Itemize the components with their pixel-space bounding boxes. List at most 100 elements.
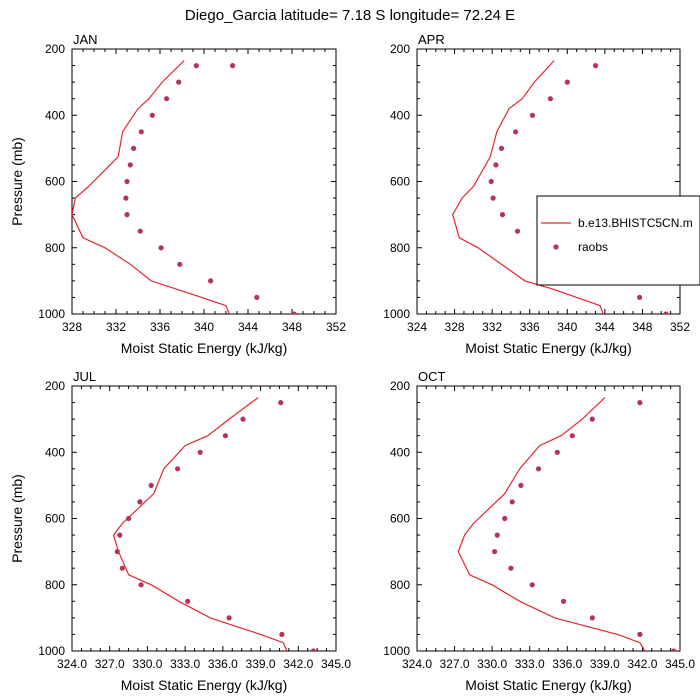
x-tick-label: 345.0 — [321, 657, 351, 671]
x-tick-label: 333.0 — [170, 657, 200, 671]
raobs-point — [278, 400, 284, 406]
raobs-point — [158, 245, 164, 251]
raobs-point — [117, 532, 123, 538]
legend-entry-model: b.e13.BHISTC5CN.m — [578, 216, 693, 230]
raobs-point — [589, 416, 595, 422]
raobs-point — [518, 482, 524, 488]
y-tick-label: 1000 — [383, 307, 410, 321]
panel-label: OCT — [418, 369, 446, 384]
raobs-point — [513, 129, 519, 135]
model-line — [72, 60, 230, 314]
x-tick-label: 336 — [520, 320, 540, 334]
y-tick-label: 200 — [45, 379, 65, 393]
raobs-point — [240, 416, 246, 422]
raobs-point — [138, 129, 144, 135]
raobs-point — [197, 449, 203, 455]
raobs-point — [279, 631, 285, 638]
panel-jan: 328 332 336 340 344 348 352 200 400 600 800 1000 JAN… — [9, 32, 346, 356]
raobs-point — [564, 79, 570, 85]
panels: 328 332 336 340 344 348 352 200 400 600 800 1000 JAN… — [9, 32, 700, 693]
x-tick-label: 340 — [557, 320, 577, 334]
x-axis-label: Moist Static Energy (kJ/kg) — [121, 677, 288, 693]
raobs-point — [124, 178, 130, 185]
raobs-point — [498, 145, 505, 151]
model-line — [112, 397, 288, 651]
x-tick-label: 324 — [407, 320, 427, 334]
raobs-point — [149, 112, 155, 118]
legend: b.e13.BHISTC5CN.m raobs — [536, 195, 700, 286]
raobs-point — [637, 400, 643, 406]
raobs-point — [671, 648, 677, 651]
panel-label: JUL — [73, 369, 96, 384]
y-tick-label: 200 — [45, 42, 65, 56]
x-axis-label: Moist Static Energy (kJ/kg) — [121, 340, 288, 356]
raobs-point — [208, 278, 214, 284]
raobs-point — [114, 549, 120, 555]
x-tick-label: 330.0 — [477, 657, 507, 671]
raobs-point — [663, 311, 669, 314]
panel-jul: 324.0 327.0 330.0 333.0 336.0 339.0 342.0 345.0… — [9, 369, 351, 693]
raobs-point — [119, 565, 125, 571]
panel-label: JAN — [73, 32, 98, 47]
x-tick-label: 344 — [595, 320, 615, 334]
x-tick-label: 333.0 — [515, 657, 545, 671]
raobs-point — [137, 499, 143, 505]
raobs-point — [554, 449, 560, 455]
raobs-point — [193, 63, 199, 69]
y-tick-label: 200 — [390, 42, 410, 56]
raobs-point — [148, 482, 154, 488]
y-tick-label: 800 — [390, 578, 410, 592]
x-tick-label: 345.0 — [665, 657, 695, 671]
panel-label: APR — [418, 32, 445, 47]
y-tick-label: 600 — [45, 512, 65, 526]
raobs-point — [488, 178, 494, 185]
figure-title: Diego_Garcia latitude= 7.18 S longitude=… — [185, 7, 515, 24]
model-line — [457, 397, 646, 651]
raobs-point — [509, 499, 515, 505]
y-tick-label: 800 — [45, 578, 65, 592]
raobs-point — [492, 549, 498, 555]
raobs-point — [226, 615, 232, 621]
raobs-point — [529, 582, 535, 588]
x-tick-label: 336.0 — [552, 657, 582, 671]
y-tick-label: 1000 — [38, 307, 65, 321]
y-tick-label: 400 — [45, 108, 65, 122]
y-tick-label: 600 — [45, 175, 65, 189]
y-tick-label: 200 — [390, 379, 410, 393]
raobs-point — [175, 466, 181, 472]
legend-entry-raobs: raobs — [578, 240, 608, 254]
x-tick-label: 327.0 — [95, 657, 125, 671]
raobs-point — [547, 96, 554, 102]
raobs-point — [499, 212, 506, 218]
raobs-point — [508, 565, 514, 571]
raobs-point — [185, 598, 191, 604]
raobs-point — [291, 311, 297, 314]
model-line — [452, 60, 604, 314]
raobs-point — [127, 162, 133, 168]
x-tick-label: 332 — [106, 320, 126, 334]
x-tick-label: 339.0 — [246, 657, 276, 671]
raobs-point — [131, 145, 137, 151]
raobs-point — [535, 466, 542, 472]
y-axis-label: Pressure (mb) — [9, 474, 25, 563]
raobs-point — [164, 96, 170, 102]
y-tick-label: 800 — [390, 241, 410, 255]
raobs-point — [637, 631, 643, 638]
raobs-point — [310, 648, 316, 651]
plot-frame — [71, 48, 337, 315]
y-tick-label: 1000 — [383, 644, 410, 658]
x-tick-label: 330.0 — [132, 657, 162, 671]
x-axis-label: Moist Static Energy (kJ/kg) — [465, 340, 632, 356]
legend-dot-swatch — [553, 244, 559, 250]
raobs-point — [514, 228, 521, 234]
x-axis-label: Moist Static Energy (kJ/kg) — [465, 677, 632, 693]
x-tick-label: 328 — [62, 320, 82, 334]
x-tick-label: 324.0 — [57, 657, 87, 671]
x-tick-label: 348 — [632, 320, 652, 334]
y-axis-label: Pressure (mb) — [9, 137, 25, 226]
raobs-point — [177, 261, 183, 267]
plot-frame — [71, 385, 337, 652]
raobs-point — [176, 79, 182, 85]
raobs-point — [230, 63, 236, 69]
